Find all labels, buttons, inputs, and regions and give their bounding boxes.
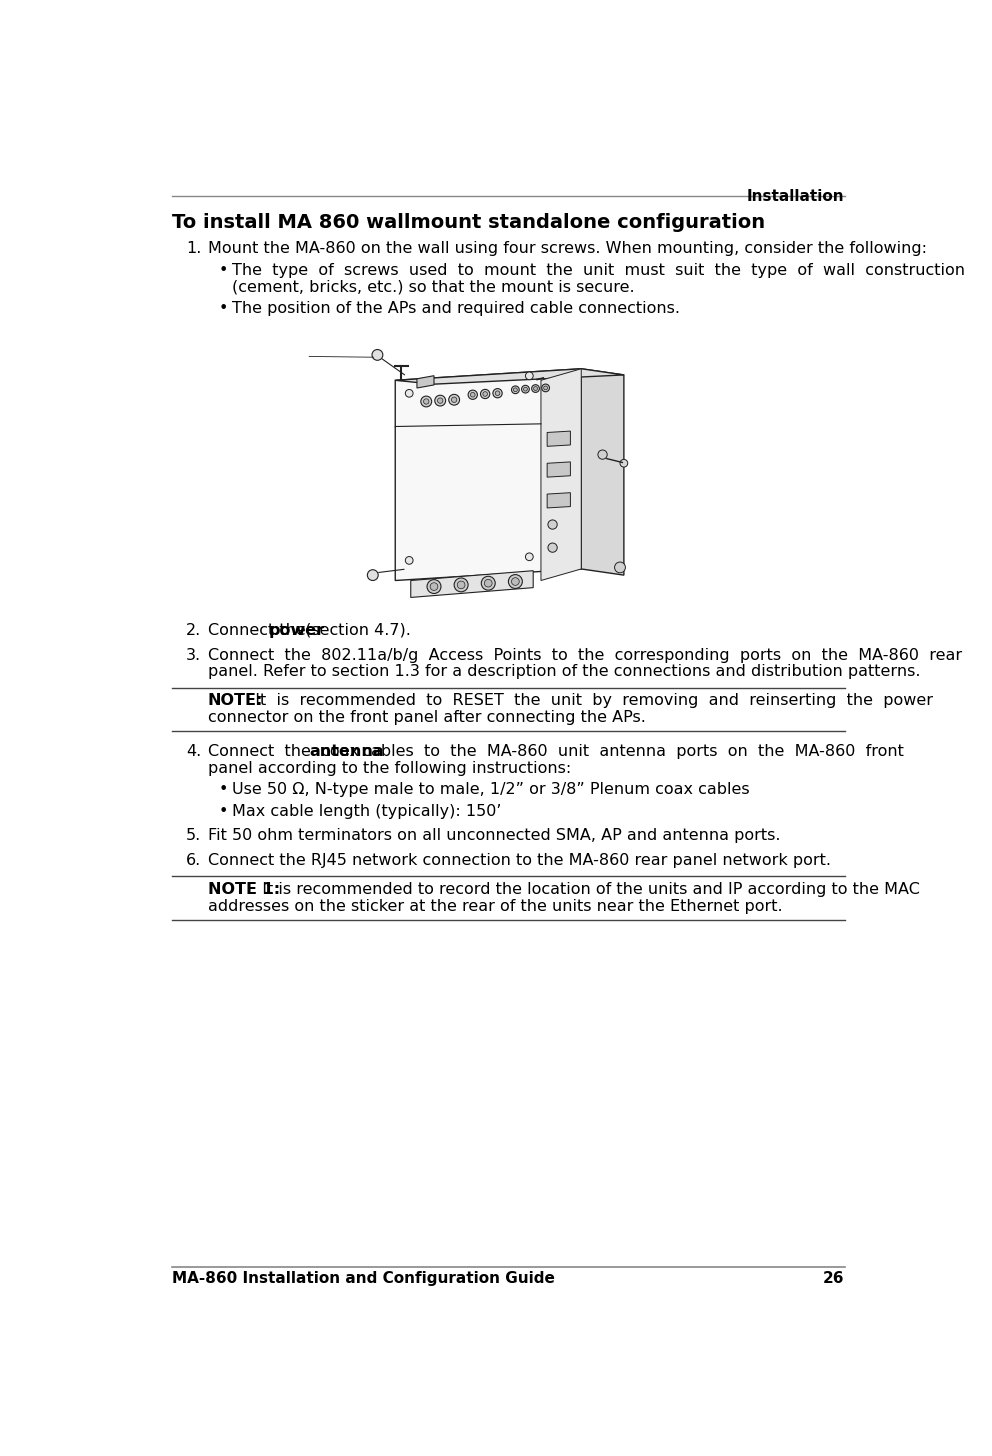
Polygon shape bbox=[411, 571, 534, 597]
Text: 26: 26 bbox=[823, 1271, 845, 1286]
Circle shape bbox=[367, 569, 378, 581]
Text: 1.: 1. bbox=[186, 240, 201, 256]
Circle shape bbox=[548, 543, 558, 552]
Circle shape bbox=[437, 397, 442, 403]
Circle shape bbox=[526, 371, 534, 380]
Circle shape bbox=[598, 450, 607, 459]
Text: It is recommended to record the location of the units and IP according to the MA: It is recommended to record the location… bbox=[252, 881, 920, 897]
Circle shape bbox=[532, 384, 540, 392]
Circle shape bbox=[514, 387, 517, 392]
Circle shape bbox=[421, 396, 432, 406]
Circle shape bbox=[524, 387, 528, 392]
Polygon shape bbox=[548, 462, 570, 478]
Text: Fit 50 ohm terminators on all unconnected SMA, AP and antenna ports.: Fit 50 ohm terminators on all unconnecte… bbox=[207, 828, 780, 843]
Text: Max cable length (typically): 150’: Max cable length (typically): 150’ bbox=[232, 804, 502, 818]
Polygon shape bbox=[395, 368, 581, 581]
Text: 5.: 5. bbox=[186, 828, 201, 843]
Text: MA-860 Installation and Configuration Guide: MA-860 Installation and Configuration Gu… bbox=[172, 1271, 555, 1286]
Text: •: • bbox=[218, 782, 228, 798]
Circle shape bbox=[481, 577, 495, 590]
Polygon shape bbox=[548, 492, 570, 508]
Text: Connect  the  coax: Connect the coax bbox=[207, 744, 369, 759]
Circle shape bbox=[424, 399, 429, 405]
Text: power: power bbox=[269, 623, 325, 638]
Polygon shape bbox=[548, 431, 570, 447]
Circle shape bbox=[406, 389, 413, 397]
Circle shape bbox=[480, 389, 490, 399]
Text: 3.: 3. bbox=[186, 648, 201, 662]
Circle shape bbox=[468, 390, 477, 399]
Text: 4.: 4. bbox=[186, 744, 201, 759]
Circle shape bbox=[544, 386, 548, 390]
Circle shape bbox=[548, 520, 558, 529]
Circle shape bbox=[542, 384, 550, 392]
Text: antenna: antenna bbox=[310, 744, 384, 759]
Circle shape bbox=[615, 562, 625, 572]
Circle shape bbox=[451, 397, 457, 402]
Polygon shape bbox=[417, 376, 434, 387]
Text: NOTE 1:: NOTE 1: bbox=[207, 881, 280, 897]
Text: To install MA 860 wallmount standalone configuration: To install MA 860 wallmount standalone c… bbox=[172, 213, 765, 232]
Circle shape bbox=[512, 578, 519, 585]
Circle shape bbox=[454, 578, 468, 591]
Text: cables  to  the  MA-860  unit  antenna  ports  on  the  MA-860  front: cables to the MA-860 unit antenna ports … bbox=[352, 744, 904, 759]
Circle shape bbox=[457, 581, 465, 588]
Text: The  type  of  screws  used  to  mount  the  unit  must  suit  the  type  of  wa: The type of screws used to mount the uni… bbox=[232, 262, 965, 278]
Circle shape bbox=[483, 392, 487, 396]
Text: Connect  the  802.11a/b/g  Access  Points  to  the  corresponding  ports  on  th: Connect the 802.11a/b/g Access Points to… bbox=[207, 648, 962, 662]
Text: (section 4.7).: (section 4.7). bbox=[300, 623, 411, 638]
Polygon shape bbox=[541, 368, 581, 581]
Text: 6.: 6. bbox=[186, 853, 201, 868]
Circle shape bbox=[448, 395, 459, 405]
Circle shape bbox=[493, 389, 502, 397]
Circle shape bbox=[508, 575, 523, 588]
Text: Connect the RJ45 network connection to the MA-860 rear panel network port.: Connect the RJ45 network connection to t… bbox=[207, 853, 830, 868]
Circle shape bbox=[427, 579, 441, 594]
Circle shape bbox=[526, 553, 534, 561]
Circle shape bbox=[534, 387, 538, 390]
Circle shape bbox=[522, 386, 530, 393]
Polygon shape bbox=[581, 368, 624, 575]
Circle shape bbox=[620, 460, 628, 467]
Text: (cement, bricks, etc.) so that the mount is secure.: (cement, bricks, etc.) so that the mount… bbox=[232, 280, 635, 294]
Text: connector on the front panel after connecting the APs.: connector on the front panel after conne… bbox=[207, 711, 646, 725]
Circle shape bbox=[406, 556, 413, 565]
Text: addresses on the sticker at the rear of the units near the Ethernet port.: addresses on the sticker at the rear of … bbox=[207, 898, 783, 913]
Text: Mount the MA-860 on the wall using four screws. When mounting, consider the foll: Mount the MA-860 on the wall using four … bbox=[207, 240, 927, 256]
Text: panel according to the following instructions:: panel according to the following instruc… bbox=[207, 760, 571, 776]
Circle shape bbox=[372, 349, 383, 360]
Text: panel. Refer to section 1.3 for a description of the connections and distributio: panel. Refer to section 1.3 for a descri… bbox=[207, 664, 921, 680]
Circle shape bbox=[512, 386, 519, 393]
Circle shape bbox=[495, 390, 500, 396]
Text: The position of the APs and required cable connections.: The position of the APs and required cab… bbox=[232, 301, 681, 316]
Text: •: • bbox=[218, 804, 228, 818]
Text: Connect the: Connect the bbox=[207, 623, 310, 638]
Text: Use 50 Ω, N-type male to male, 1/2” or 3/8” Plenum coax cables: Use 50 Ω, N-type male to male, 1/2” or 3… bbox=[232, 782, 750, 798]
Polygon shape bbox=[395, 368, 624, 384]
Circle shape bbox=[434, 395, 445, 406]
Circle shape bbox=[470, 393, 475, 397]
Text: Installation: Installation bbox=[747, 189, 845, 204]
Circle shape bbox=[431, 582, 437, 591]
Circle shape bbox=[484, 579, 492, 587]
Text: It  is  recommended  to  RESET  the  unit  by  removing  and  reinserting  the  : It is recommended to RESET the unit by r… bbox=[245, 693, 932, 708]
Text: •: • bbox=[218, 301, 228, 316]
Text: •: • bbox=[218, 262, 228, 278]
Text: 2.: 2. bbox=[186, 623, 201, 638]
Text: NOTE:: NOTE: bbox=[207, 693, 263, 708]
